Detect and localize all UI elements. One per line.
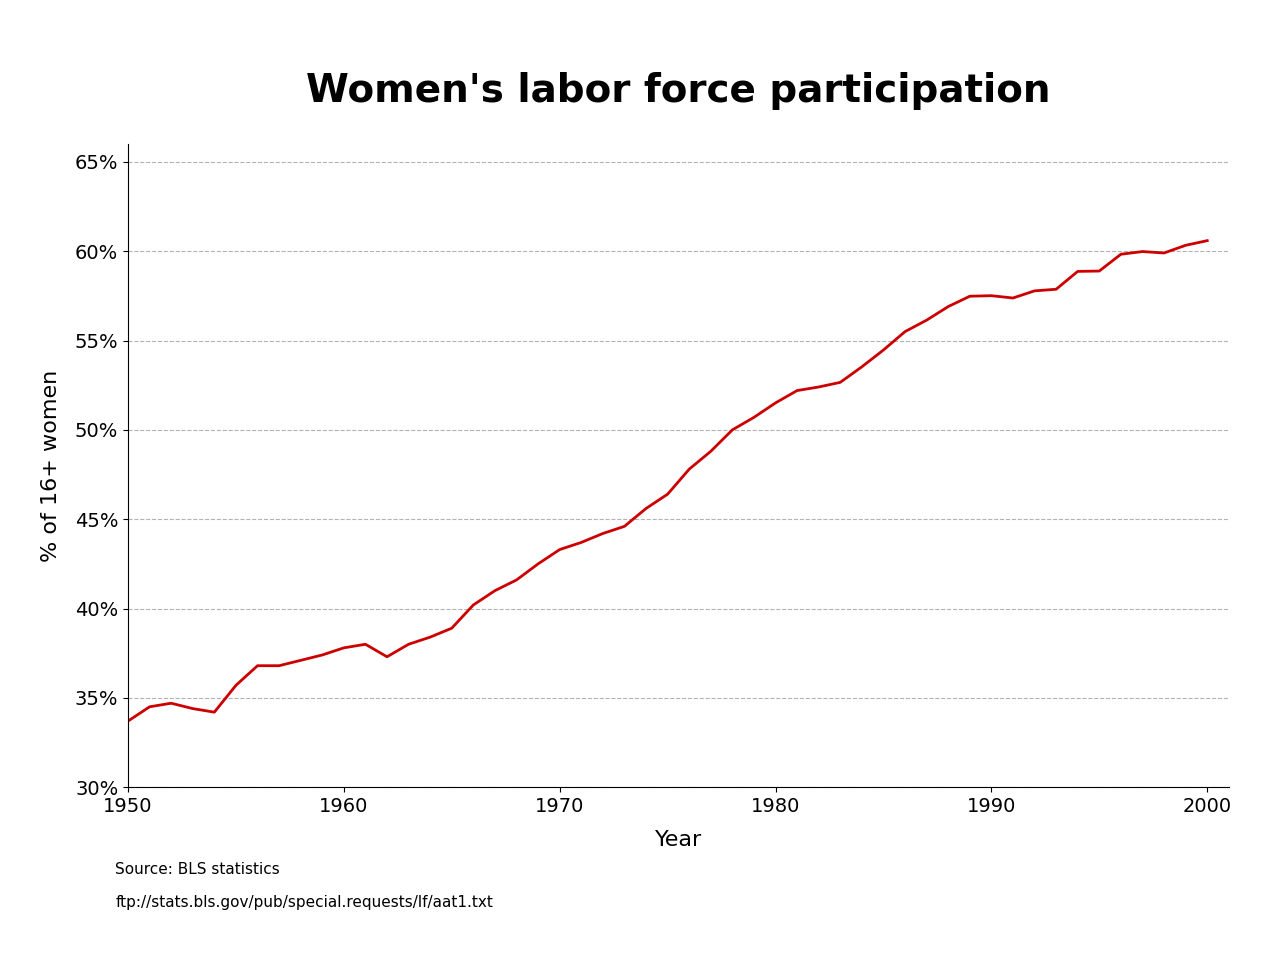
Title: Women's labor force participation: Women's labor force participation: [306, 72, 1051, 110]
Text: ftp://stats.bls.gov/pub/special.requests/lf/aat1.txt: ftp://stats.bls.gov/pub/special.requests…: [115, 895, 493, 910]
X-axis label: Year: Year: [655, 829, 701, 850]
Y-axis label: % of 16+ women: % of 16+ women: [41, 370, 60, 562]
Text: Source: BLS statistics: Source: BLS statistics: [115, 862, 280, 876]
